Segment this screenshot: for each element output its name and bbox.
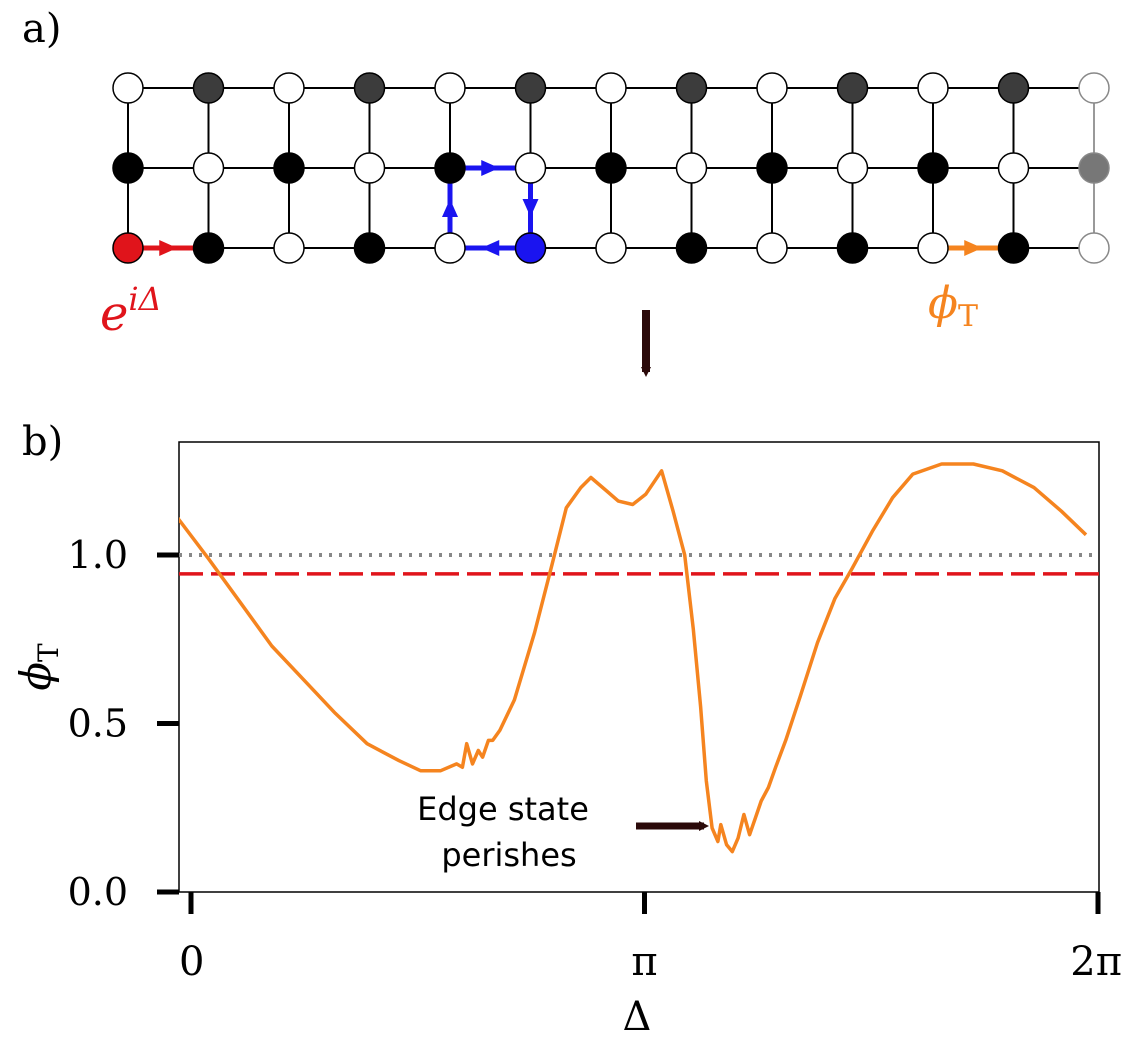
plaquette-arrow-bottom-head: [481, 240, 500, 256]
transmission-label: ϕT: [928, 278, 978, 334]
lattice-site: [595, 152, 627, 184]
lattice-diagram: [112, 14, 1136, 264]
y-tick-label: 0.5: [68, 702, 128, 746]
lattice-site: [1078, 72, 1110, 104]
lattice-site: [756, 152, 788, 184]
y-axis-ticks: 0.0 0.5 1.0: [68, 533, 179, 914]
lattice-site: [756, 72, 788, 104]
lattice-site: [756, 232, 788, 264]
plaquette-arrow-right-head: [522, 199, 539, 217]
reference-lines: [179, 553, 1099, 576]
panel-b-label: b): [22, 419, 63, 465]
transmission-subscript: T: [958, 299, 978, 334]
lattice-site: [192, 232, 225, 264]
series-group: [179, 462, 1088, 854]
lattice-site: [353, 72, 386, 104]
phase-hop-arrow-head: [159, 240, 178, 256]
lattice-site: [192, 152, 225, 184]
phase-factor-base: e: [100, 286, 128, 342]
plot-frame: [178, 441, 1100, 893]
x-axis-label: Δ: [623, 994, 652, 1040]
y-axis-symbol: ϕ: [11, 662, 60, 691]
phase-factor-exponent: iΔ: [128, 280, 161, 318]
plaquette-arrow-top-head: [481, 160, 500, 176]
transmission-symbol: ϕ: [928, 278, 958, 329]
phase-factor-label: eiΔ: [100, 280, 162, 342]
lattice-site: [997, 72, 1030, 104]
lattice-site: [273, 72, 305, 104]
x-tick-label: 2π: [1070, 939, 1122, 985]
panel-a-label: a): [22, 6, 61, 52]
lattice-site: [112, 72, 144, 104]
lattice-site: [836, 232, 869, 264]
lattice-site: [353, 152, 386, 184]
y-axis-label: ϕT: [11, 643, 65, 691]
lattice-site: [514, 232, 547, 264]
y-tick-label: 1.0: [68, 533, 128, 577]
lattice-site: [192, 72, 225, 104]
lattice-site: [675, 232, 708, 264]
lattice-site: [836, 72, 869, 104]
lattice-site: [514, 72, 547, 104]
series-line: [179, 462, 1088, 854]
lattice-site: [675, 152, 708, 184]
lattice-site: [514, 152, 547, 184]
lattice-site: [917, 152, 949, 184]
lattice-site: [112, 232, 144, 264]
lattice-site: [595, 232, 627, 264]
lattice-site: [997, 232, 1030, 264]
lattice-site: [917, 72, 949, 104]
svg-text:ϕT: ϕT: [11, 643, 65, 691]
lattice-site: [273, 152, 305, 184]
lattice-site: [434, 152, 466, 184]
lattice-site: [997, 152, 1030, 184]
annotation-line-1: Edge state: [417, 790, 589, 828]
x-tick-label: π: [631, 939, 657, 985]
lattice-site: [595, 72, 627, 104]
lattice-site: [917, 232, 949, 264]
lattice-site: [675, 72, 708, 104]
lattice-site: [1078, 232, 1110, 264]
lattice-site: [434, 72, 466, 104]
lattice-site: [836, 152, 869, 184]
lattice-site: [1078, 152, 1110, 184]
y-tick-label: 0.0: [68, 870, 128, 914]
plaquette-arrow-left-head: [442, 199, 458, 217]
y-axis-subscript: T: [32, 643, 65, 662]
lattice-site: [112, 152, 144, 184]
transmission-arrow-head: [964, 240, 983, 256]
x-tick-label: 0: [179, 939, 204, 985]
lattice-site: [434, 232, 466, 264]
annotation-line-2: perishes: [441, 836, 576, 874]
x-axis-ticks: 0 π 2π: [179, 892, 1122, 985]
lattice-site: [353, 232, 386, 264]
lattice-site: [273, 232, 305, 264]
